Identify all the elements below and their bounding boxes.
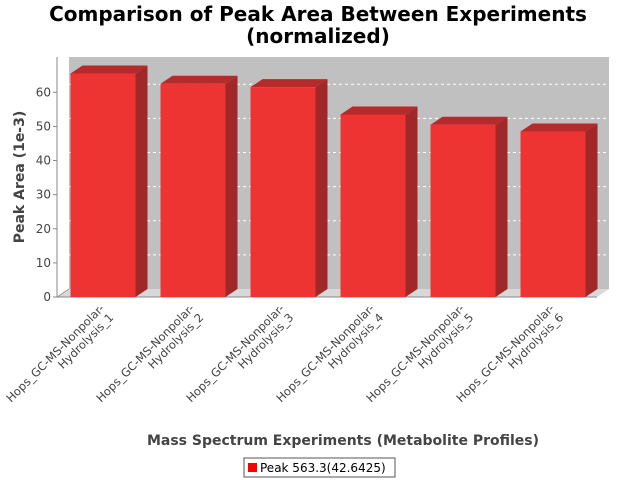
bar-top <box>70 65 148 74</box>
bar-top <box>160 75 238 84</box>
bar-top <box>430 116 508 125</box>
bar-top <box>520 123 598 132</box>
bar <box>430 124 496 298</box>
legend-box <box>243 457 396 478</box>
legend-label: Peak 563.3(42.6425) <box>260 461 386 475</box>
gridline-depth-50 <box>56 117 70 127</box>
bar <box>520 131 586 297</box>
gridline-depth-10 <box>56 254 70 264</box>
y-tick-label: 20 <box>36 222 51 236</box>
y-tick-label: 0 <box>43 290 51 304</box>
gridline-depth-60 <box>56 83 70 93</box>
bar <box>70 73 136 297</box>
gridline-depth-30 <box>56 186 70 196</box>
bar <box>160 83 226 297</box>
x-tick-label-line: Hops_GC-MS-Nonpolar- <box>3 301 107 405</box>
plot-corner-left <box>56 288 70 298</box>
y-tick-label: 40 <box>36 154 51 168</box>
bar-side <box>225 75 238 297</box>
y-tick-label: 50 <box>36 119 51 133</box>
bar-side <box>315 79 328 297</box>
x-axis-label: Mass Spectrum Experiments (Metabolite Pr… <box>147 433 539 449</box>
y-tick-label: 60 <box>36 85 51 99</box>
chart-title-line-1: Comparison of Peak Area Between Experime… <box>49 2 587 26</box>
legend: Peak 563.3(42.6425) <box>243 457 396 478</box>
bar-side <box>405 106 418 298</box>
y-tick-label: 10 <box>36 256 51 270</box>
gridline-depth-40 <box>56 152 70 161</box>
bar-side <box>495 116 508 298</box>
bar <box>340 114 406 298</box>
y-axis: 0 10 20 30 40 50 60 <box>36 57 597 304</box>
plot-back-wall <box>69 57 609 289</box>
bar-side <box>585 123 598 297</box>
gridline-depth-20 <box>56 220 70 230</box>
y-tick-label: 30 <box>36 188 51 202</box>
legend-swatch <box>248 463 257 472</box>
bars <box>70 65 598 298</box>
bar-top <box>250 79 328 88</box>
chart-title-line-2: (normalized) <box>246 24 390 48</box>
bar <box>250 87 316 297</box>
x-axis-labels: Hops_GC-MS-Nonpolar-Hydrolysis_1Hops_GC-… <box>3 301 566 405</box>
bar-side <box>135 65 148 297</box>
bar-top <box>340 106 418 115</box>
y-axis-label: Peak Area (1e-3) <box>12 111 28 244</box>
gridlines <box>56 83 609 264</box>
